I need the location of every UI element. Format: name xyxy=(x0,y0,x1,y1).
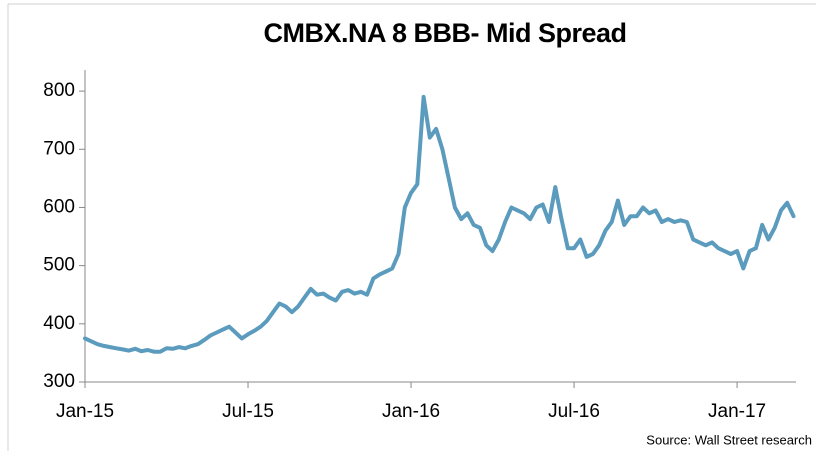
source-note: Source: Wall Street research xyxy=(646,432,812,447)
y-tick-label: 600 xyxy=(43,196,75,217)
x-tick-label: Jan-16 xyxy=(382,401,440,422)
line-series xyxy=(83,94,796,354)
y-tick-label: 800 xyxy=(43,80,75,101)
y-tick-label: 400 xyxy=(43,313,75,334)
x-tick-label: Jan-15 xyxy=(56,401,114,422)
x-tick-label: Jul-16 xyxy=(548,401,600,422)
y-tick-label: 300 xyxy=(43,371,75,392)
y-tick-label: 500 xyxy=(43,255,75,276)
y-tick-label: 700 xyxy=(43,138,75,159)
x-tick-label: Jan-17 xyxy=(708,401,766,422)
x-tick-label: Jul-15 xyxy=(222,401,274,422)
chart-title: CMBX.NA 8 BBB- Mid Spread xyxy=(263,18,626,48)
